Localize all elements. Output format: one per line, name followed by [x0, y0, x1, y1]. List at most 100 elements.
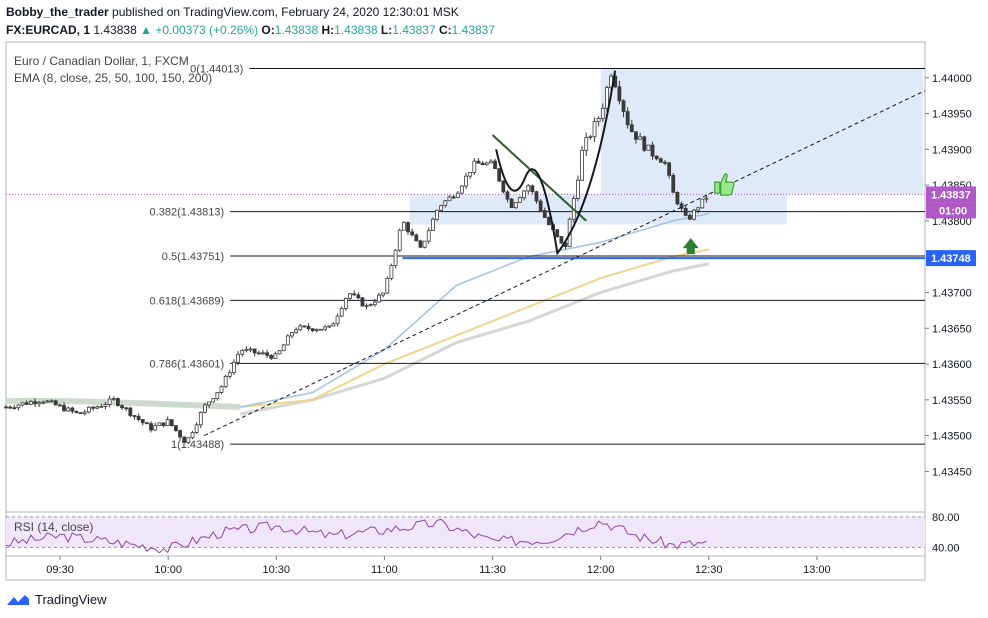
- time-tick-label: 09:30: [46, 564, 74, 576]
- candle-body: [509, 198, 514, 209]
- candle-body: [406, 222, 410, 233]
- current-price-tag-bg: [926, 186, 976, 203]
- candle-body: [621, 100, 626, 112]
- brand-name: TradingView: [35, 592, 107, 607]
- tradingview-logo-icon: [7, 594, 29, 605]
- candle-body: [364, 304, 369, 307]
- candle-body: [91, 406, 95, 409]
- candle-body: [219, 386, 224, 393]
- price-tick-label: 1.43600: [932, 359, 972, 371]
- candle-body: [128, 407, 133, 416]
- candle-body: [248, 348, 253, 351]
- price-swing-curve: [495, 70, 617, 256]
- up-arrow-icon: [682, 238, 699, 255]
- price-tick-label: 1.43500: [932, 431, 972, 443]
- candle-body: [4, 406, 8, 409]
- candle-body: [592, 121, 597, 138]
- candle-body: [182, 436, 187, 443]
- candle-body: [178, 430, 182, 438]
- candle-body: [472, 160, 477, 173]
- level-tag-bg: [926, 250, 976, 267]
- candle-body: [443, 200, 448, 206]
- candle-body: [215, 392, 220, 400]
- rsi-level-label: 40.00: [932, 542, 960, 554]
- candle-body: [86, 406, 91, 413]
- ema-layer: [5, 213, 710, 416]
- candle-body: [281, 344, 286, 352]
- candle-body: [70, 407, 75, 412]
- candle-body: [704, 197, 709, 200]
- candle-body: [194, 424, 199, 433]
- fib-label: 0(1.44013): [190, 63, 243, 75]
- candle-body: [605, 87, 609, 109]
- candle-body: [372, 301, 377, 306]
- candle-body: [41, 401, 46, 404]
- candle-body: [186, 437, 191, 443]
- ema-blue-line: [240, 213, 709, 408]
- fib-label: 0.382(1.43813): [150, 207, 225, 219]
- rsi-level-label: 80.00: [932, 512, 960, 524]
- time-tick-label: 10:00: [154, 564, 182, 576]
- candle-body: [360, 297, 365, 307]
- candle-body: [596, 117, 601, 123]
- candle-body: [140, 419, 145, 424]
- candle-body: [339, 308, 344, 317]
- candle-body: [588, 136, 593, 139]
- candle-body: [298, 325, 303, 331]
- ema-yellow-line: [240, 248, 709, 408]
- candle-body: [33, 401, 37, 405]
- time-tick-label: 13:00: [803, 564, 831, 576]
- candle-body: [397, 229, 402, 251]
- footer-brand[interactable]: TradingView: [6, 592, 107, 607]
- candle-body: [256, 352, 261, 355]
- candle-body: [99, 406, 104, 408]
- candle-body: [538, 200, 543, 211]
- legend-rsi: RSI (14, close): [14, 520, 93, 534]
- candle-body: [66, 407, 71, 412]
- level-tag: 1.43748: [931, 253, 971, 265]
- candle-body: [174, 425, 178, 431]
- publication-line: Bobby_the_trader published on TradingVie…: [6, 5, 459, 19]
- price-tick-label: 1.43700: [932, 287, 972, 299]
- candle-body: [393, 249, 398, 266]
- candle-body: [696, 207, 701, 211]
- ohlc-line: FX:EURCAD, 1 1.43838 ▲ +0.00373 (+0.26%)…: [6, 23, 495, 37]
- author-name[interactable]: Bobby_the_trader: [6, 5, 109, 19]
- candle-body: [385, 277, 390, 294]
- candle-body: [244, 348, 249, 351]
- candle-body: [617, 86, 622, 102]
- low-label: L:: [380, 23, 393, 37]
- candle-body: [136, 415, 141, 420]
- candle-body: [306, 325, 311, 330]
- rsi-band: [6, 516, 925, 548]
- candle-body: [57, 404, 62, 407]
- up-arrow-icon: ▲: [140, 23, 152, 37]
- fib-zone-lower: [409, 194, 787, 225]
- candle-body: [625, 111, 630, 126]
- candle-body: [389, 265, 394, 279]
- open-value: 1.43838: [274, 23, 319, 37]
- candle-body: [629, 124, 634, 133]
- fib-zone-upper: [600, 68, 923, 195]
- candle-body: [120, 405, 124, 409]
- drawings-layer: [203, 70, 926, 437]
- candle-body: [683, 207, 688, 216]
- candle-body: [410, 231, 415, 236]
- time-tick-label: 10:30: [263, 564, 291, 576]
- candle-body: [223, 375, 228, 388]
- price-tags: 1.43837 01:00 1.43748: [926, 186, 976, 267]
- candle-body: [646, 144, 651, 151]
- candle-body: [484, 162, 489, 166]
- legend-ema: EMA (8, close, 25, 50, 100, 150, 200): [14, 71, 212, 85]
- candle-body: [559, 236, 564, 244]
- dashed-trendline: [203, 90, 926, 437]
- price-tick-label: 1.43650: [932, 323, 972, 335]
- time-tick-label: 11:30: [479, 564, 506, 576]
- candle-body: [468, 172, 473, 177]
- candle-body: [314, 329, 319, 332]
- candle-body: [240, 350, 245, 355]
- candle-body: [145, 422, 149, 425]
- fib-label: 0.786(1.43601): [150, 358, 225, 370]
- rsi-line: [5, 518, 707, 554]
